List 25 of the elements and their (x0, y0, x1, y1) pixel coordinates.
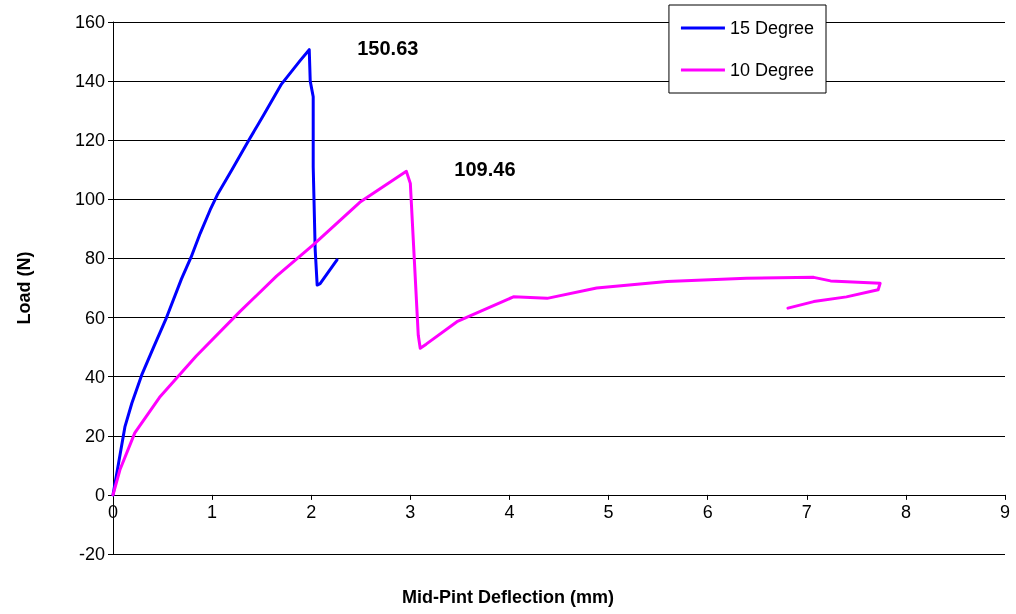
x-tick-label: 8 (900, 501, 911, 522)
x-tick-label: 7 (801, 501, 812, 522)
x-tick-label: 2 (306, 501, 317, 522)
y-tick-label: 160 (74, 12, 105, 32)
y-tick-label: 120 (74, 130, 105, 151)
x-tick-label: 1 (207, 501, 218, 522)
y-tick-label: 20 (84, 425, 105, 446)
legend-label: 10 Degree (729, 60, 814, 80)
annotation: 150.63 (357, 36, 419, 59)
y-tick-label: 80 (84, 248, 105, 269)
x-axis-title: Mid-Pint Deflection (mm) (402, 587, 614, 607)
x-tick-label: 9 (999, 501, 1011, 522)
y-tick-label: 100 (74, 189, 105, 210)
x-tick-label: 6 (702, 501, 713, 522)
y-axis-title: Load (N) (14, 251, 34, 325)
x-tick-label: 5 (603, 501, 614, 522)
y-tick-label: 60 (84, 307, 105, 328)
annotation: 109.46 (454, 158, 516, 181)
y-tick-label: 140 (74, 71, 105, 92)
x-tick-label: 3 (405, 501, 416, 522)
legend-label: 15 Degree (729, 18, 814, 38)
y-tick-label: 0 (94, 484, 105, 505)
x-tick-label: 4 (504, 501, 515, 522)
y-tick-label: 40 (84, 366, 105, 387)
y-tick-label: -20 (78, 544, 105, 564)
